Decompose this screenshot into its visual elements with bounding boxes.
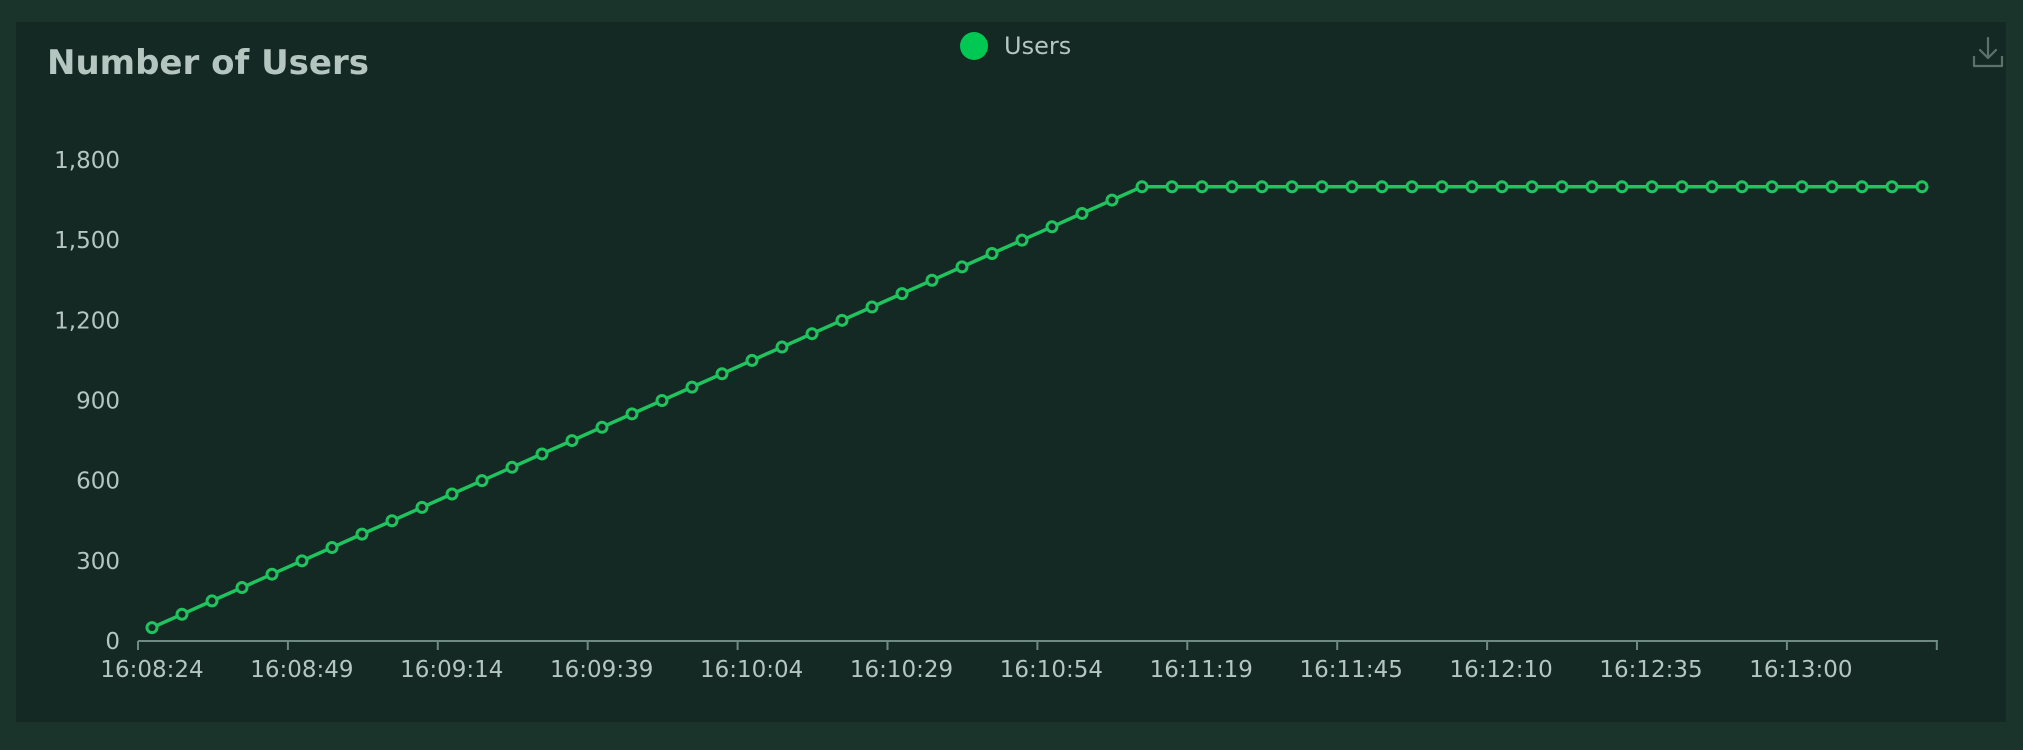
y-axis: 0 300 600 900 1,200 1,500 1,800 bbox=[54, 148, 120, 655]
x-tick-label: 16:08:49 bbox=[250, 657, 353, 683]
x-tick-label: 16:11:19 bbox=[1150, 657, 1253, 683]
data-point bbox=[445, 487, 459, 501]
data-point bbox=[595, 420, 609, 434]
data-point bbox=[565, 434, 579, 448]
download-button[interactable] bbox=[1970, 34, 2006, 70]
data-point bbox=[955, 260, 969, 274]
x-tick-label: 16:10:29 bbox=[850, 657, 953, 683]
data-point bbox=[685, 380, 699, 394]
data-point bbox=[1525, 180, 1539, 194]
data-point bbox=[1315, 180, 1329, 194]
data-point bbox=[1495, 180, 1509, 194]
data-point bbox=[1735, 180, 1749, 194]
data-point bbox=[205, 594, 219, 608]
data-point bbox=[1585, 180, 1599, 194]
data-point bbox=[1615, 180, 1629, 194]
data-point bbox=[1915, 180, 1929, 194]
data-point bbox=[1825, 180, 1839, 194]
x-tick-label: 16:11:45 bbox=[1300, 657, 1403, 683]
data-point bbox=[1645, 180, 1659, 194]
data-point bbox=[1765, 180, 1779, 194]
data-point bbox=[1255, 180, 1269, 194]
data-point bbox=[1135, 180, 1149, 194]
data-point bbox=[175, 607, 189, 621]
data-point bbox=[1555, 180, 1569, 194]
data-point bbox=[655, 394, 669, 407]
legend-label: Users bbox=[1004, 32, 1072, 60]
data-point bbox=[1225, 180, 1239, 194]
data-point bbox=[1045, 220, 1059, 234]
data-point bbox=[385, 514, 399, 528]
data-point bbox=[1435, 180, 1449, 194]
data-point bbox=[625, 407, 639, 421]
data-point bbox=[535, 447, 549, 461]
data-point bbox=[1375, 180, 1389, 194]
data-point bbox=[715, 367, 729, 381]
data-point bbox=[1165, 180, 1179, 194]
x-tick-label: 16:13:00 bbox=[1749, 657, 1852, 683]
download-icon bbox=[1972, 36, 2004, 68]
data-point bbox=[745, 353, 759, 367]
data-point bbox=[265, 567, 279, 581]
data-point bbox=[1465, 180, 1479, 194]
data-point bbox=[1675, 180, 1689, 194]
data-point bbox=[805, 327, 819, 341]
x-tick-label: 16:10:04 bbox=[700, 657, 803, 683]
chart-title: Number of Users bbox=[47, 43, 369, 83]
data-point bbox=[235, 581, 249, 595]
y-tick-label: 600 bbox=[76, 469, 120, 495]
y-tick-label: 300 bbox=[76, 549, 120, 575]
x-tick-label: 16:12:10 bbox=[1449, 657, 1552, 683]
legend-swatch bbox=[960, 32, 988, 60]
data-point bbox=[505, 460, 519, 474]
data-point bbox=[1855, 180, 1869, 194]
data-point bbox=[1075, 206, 1089, 220]
data-point bbox=[775, 340, 789, 354]
data-point bbox=[1105, 193, 1119, 207]
y-tick-label: 1,200 bbox=[54, 308, 120, 334]
data-point bbox=[355, 527, 369, 541]
data-point bbox=[415, 500, 429, 514]
data-point bbox=[145, 621, 159, 635]
data-point bbox=[1885, 180, 1899, 194]
data-point bbox=[1285, 180, 1299, 194]
data-point bbox=[895, 287, 909, 301]
series-line bbox=[151, 184, 1922, 630]
y-tick-label: 900 bbox=[76, 389, 120, 415]
y-tick-label: 1,500 bbox=[54, 228, 120, 254]
data-point bbox=[1015, 233, 1029, 247]
data-point bbox=[1405, 180, 1419, 194]
data-point bbox=[865, 300, 879, 314]
chart-panel bbox=[16, 22, 2006, 722]
x-tick-label: 16:10:54 bbox=[1000, 657, 1103, 683]
legend[interactable]: Users bbox=[960, 28, 1071, 64]
y-tick-label: 0 bbox=[105, 629, 120, 655]
data-point bbox=[1195, 180, 1209, 194]
data-point bbox=[835, 313, 849, 327]
series-users bbox=[145, 180, 1929, 635]
data-point bbox=[1705, 180, 1719, 194]
data-point bbox=[295, 554, 309, 568]
x-axis: 16:08:24 16:08:49 16:09:14 16:09:39 16:10:04… bbox=[100, 640, 1938, 683]
x-tick-label: 16:09:39 bbox=[550, 657, 653, 683]
data-point bbox=[1795, 180, 1809, 194]
x-tick-label: 16:12:35 bbox=[1599, 657, 1702, 683]
data-point bbox=[475, 474, 489, 488]
x-tick-label: 16:09:14 bbox=[400, 657, 503, 683]
data-point bbox=[925, 273, 939, 287]
data-point bbox=[985, 247, 999, 261]
x-tick-label: 16:08:24 bbox=[100, 657, 203, 683]
data-point bbox=[325, 540, 339, 554]
data-point bbox=[1345, 180, 1359, 194]
y-tick-label: 1,800 bbox=[54, 148, 120, 174]
